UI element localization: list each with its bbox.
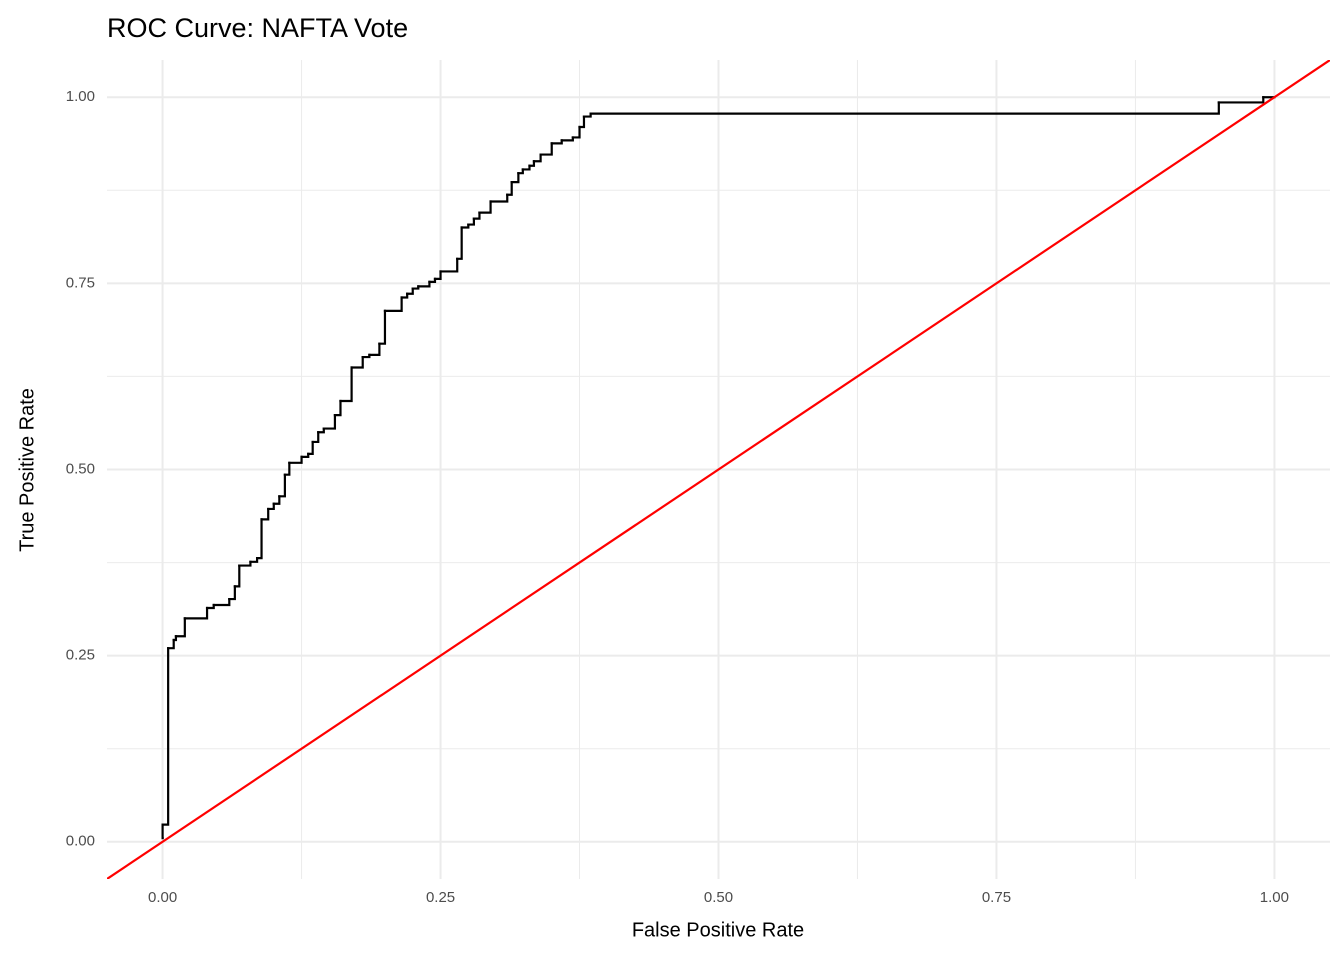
reference-line [107,60,1330,879]
roc-step [212,597,231,607]
roc-step [506,181,513,196]
roc-step [378,309,387,345]
roc-step [539,142,553,156]
x-tick-label: 0.00 [148,889,177,906]
grid [107,60,1330,879]
y-tick-label: 0.75 [66,274,95,291]
marks [107,60,1330,879]
roc-step [307,440,314,455]
x-axis-title: False Positive Rate [632,919,804,941]
roc-step [322,414,337,430]
roc-step [183,606,209,620]
chart-title: ROC Curve: NAFTA Vote [107,13,408,43]
roc-step [417,280,431,288]
x-tick-label: 0.50 [704,889,733,906]
roc-step [339,366,353,403]
roc-step [368,342,381,356]
roc-step [456,226,463,260]
roc-step [249,557,259,563]
roc-step [578,115,586,129]
roc-step [400,292,409,299]
roc-step [521,164,531,171]
roc-step [238,560,252,567]
roc-step [283,461,291,476]
roc-step [472,211,481,220]
roc-step [267,502,275,511]
roc-step [228,585,236,601]
roc-step [161,647,170,826]
roc-step [467,217,475,226]
roc-step [260,507,270,521]
roc-step [1217,96,1265,104]
x-tick-label: 1.00 [1260,889,1289,906]
roc-step [317,427,325,434]
roc-step [272,495,281,505]
roc-step [589,101,1220,115]
roc-step [350,355,364,369]
roc-step [489,193,509,203]
x-tick-label: 0.25 [426,889,455,906]
y-tick-label: 0.00 [66,833,95,850]
roc-step [510,172,520,184]
roc-step [532,153,542,163]
roc-step [550,139,563,145]
y-tick-label: 0.50 [66,460,95,477]
roc-step [311,431,320,444]
roc-step [439,257,459,273]
roc-step [174,617,186,638]
roc-step [288,455,303,464]
roc-step [383,296,403,313]
roc-step [233,564,241,588]
roc-step [478,200,492,214]
roc-step [278,473,286,498]
y-tick-label: 1.00 [66,88,95,105]
roc-step [167,638,175,650]
roc-step [517,168,524,175]
roc-step [255,518,263,560]
x-tick-label: 0.75 [982,889,1011,906]
y-tick-label: 0.25 [66,647,95,664]
roc-step [172,635,178,642]
roc-step [406,287,414,295]
roc-step [560,136,574,142]
roc-step [528,160,536,167]
roc-step [333,399,342,417]
roc-step [433,270,442,280]
y-axis-title: True Positive Rate [16,388,38,552]
roc-step [571,125,581,139]
